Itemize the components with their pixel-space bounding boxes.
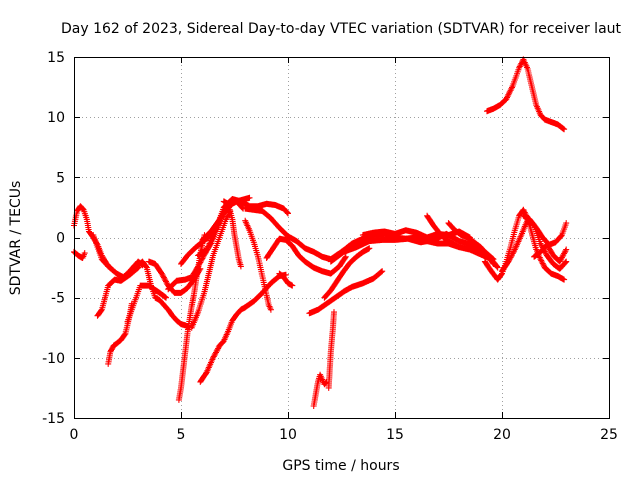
series-track-4 <box>90 232 114 271</box>
x-axis-label: GPS time / hours <box>282 458 399 474</box>
x-tick-label: 25 <box>600 427 618 443</box>
series-markers <box>135 258 193 331</box>
x-tick-label: 10 <box>279 427 297 443</box>
series-markers <box>531 241 570 265</box>
series-markers <box>325 309 337 391</box>
y-tick-label: 0 <box>56 231 65 247</box>
series-track-5 <box>94 264 142 319</box>
y-tick-label: -15 <box>42 411 65 427</box>
series-track-22 <box>263 235 349 277</box>
x-tick-label: 5 <box>177 427 186 443</box>
series-markers <box>242 217 274 313</box>
series-markers <box>90 232 114 271</box>
series-markers <box>310 371 330 409</box>
series-markers <box>445 220 497 267</box>
series-track-26 <box>321 245 373 301</box>
axis-ticks <box>74 57 610 419</box>
series-track-13 <box>188 208 234 331</box>
chart-title: Day 162 of 2023, Sidereal Day-to-day VTE… <box>61 21 622 37</box>
series-markers <box>306 268 386 317</box>
series-markers <box>188 208 234 331</box>
series-track-31 <box>445 220 497 267</box>
series-track-24 <box>310 371 330 409</box>
y-tick-label: 5 <box>56 170 65 186</box>
y-tick-label: -5 <box>51 291 65 307</box>
series-track-36 <box>484 56 568 133</box>
series-markers <box>321 245 373 301</box>
series-track-30 <box>424 212 463 251</box>
x-tick-label: 20 <box>493 427 511 443</box>
series-track-28 <box>327 230 497 265</box>
x-tick-label: 15 <box>386 427 404 443</box>
series-track-35 <box>531 241 570 265</box>
axis-tick-labels: 0 5 10 15 20 25 -15 -10 -5 0 5 10 15 <box>42 50 618 443</box>
series-markers <box>327 230 497 265</box>
y-axis-label: SDTVAR / TECUs <box>8 181 24 296</box>
series-track-17 <box>220 198 244 270</box>
y-tick-label: 10 <box>47 110 65 126</box>
series-markers <box>197 304 249 385</box>
x-tick-label: 0 <box>70 427 79 443</box>
series-markers <box>94 264 142 319</box>
y-tick-label: 15 <box>47 50 65 66</box>
data-points <box>71 56 570 409</box>
series-markers <box>424 212 463 251</box>
series-markers <box>484 56 568 133</box>
series-markers <box>276 270 296 289</box>
series-track-19 <box>276 270 296 289</box>
series-track-16 <box>197 304 249 385</box>
series-markers <box>263 235 349 277</box>
series-track-25 <box>325 309 337 391</box>
series-track-23 <box>306 268 386 317</box>
y-tick-label: -10 <box>42 351 65 367</box>
series-markers <box>220 198 244 270</box>
series-track-20 <box>242 217 274 313</box>
series-track-8 <box>135 258 193 331</box>
